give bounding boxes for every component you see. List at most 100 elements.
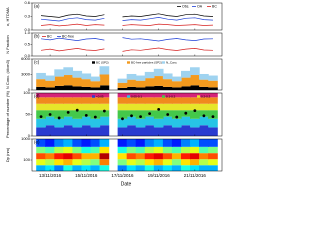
heatmap-cell (54, 159, 64, 166)
stack-segment (54, 93, 64, 98)
heatmap-cell (180, 165, 191, 171)
stack-segment (117, 127, 128, 136)
stack-segment (72, 127, 83, 136)
stack-segment (135, 80, 146, 88)
heatmap-cell (208, 139, 218, 147)
stack-segment (199, 97, 209, 104)
stack-segment (45, 97, 55, 104)
heatmap-cell (180, 146, 191, 154)
stack-segment (45, 116, 55, 126)
stack-segment (135, 103, 146, 111)
stack-segment (45, 75, 55, 81)
heatmap-cell (190, 159, 200, 166)
data-dot (148, 112, 152, 116)
heatmap-cell (171, 159, 182, 166)
stack-segment (135, 75, 146, 81)
stack-segment (153, 127, 164, 136)
stack-segment (81, 116, 92, 126)
stack-segment (81, 97, 92, 104)
stack-segment (199, 73, 209, 80)
stack-segment (81, 93, 92, 98)
data-dot (211, 115, 215, 119)
plot-frame (31, 138, 223, 172)
stack-segment (36, 72, 46, 80)
heatmap-cell (126, 165, 137, 171)
stack-segment (208, 110, 218, 119)
stack-segment (99, 74, 110, 86)
legend-label: BC-free (62, 34, 74, 38)
stack-segment (126, 86, 137, 90)
stack-segment (180, 77, 191, 87)
stack-segment (99, 103, 110, 111)
data-dot (48, 113, 52, 116)
legend-swatch (127, 61, 130, 64)
stack-segment (63, 93, 74, 98)
heatmap-cell (63, 165, 74, 171)
heatmap-cell (135, 159, 146, 166)
series-line (40, 17, 214, 22)
stack-segment (117, 118, 128, 128)
stack-segment (117, 93, 128, 98)
heatmap-cell (117, 139, 128, 147)
panel-label: (b) (34, 34, 40, 39)
stack-segment (54, 69, 64, 77)
heatmap-cell (153, 153, 164, 160)
heatmap-cell (153, 146, 164, 154)
heatmap-cell (171, 165, 182, 171)
stack-segment (208, 75, 218, 81)
heatmap-cell (153, 159, 164, 166)
heatmap-cell (54, 139, 64, 147)
stack-segment (81, 79, 92, 87)
stack-segment (90, 97, 101, 104)
legend-label: BC-free particles (SP2) (131, 60, 162, 64)
stack-segment (208, 87, 218, 90)
stack-segment (180, 97, 191, 104)
data-dot (193, 109, 197, 113)
y-tick-label: 50 (26, 112, 31, 117)
stack-segment (99, 110, 110, 117)
heatmap-cell (135, 139, 146, 147)
stack-segment (162, 116, 173, 126)
stack-segment (162, 93, 173, 98)
stack-segment (72, 86, 83, 90)
data-dot (130, 114, 133, 118)
heatmap-cell (117, 153, 128, 160)
heatmap-cell (162, 139, 173, 147)
stack-segment (171, 93, 182, 98)
stack-segment (81, 103, 92, 111)
stack-segment (171, 118, 182, 128)
heatmap-cell (72, 146, 83, 154)
stack-segment (190, 110, 200, 119)
figure: Date 0.0 0.3 0.6 κ, HTDMA (a) Obs. OA BC 0.0 0.5 1… (5, 0, 223, 187)
stack-segment (72, 97, 83, 104)
heatmap-cell (117, 165, 128, 171)
stack-segment (135, 118, 146, 128)
stack-segment (144, 103, 155, 111)
y-axis-label: κ, HTDMA (5, 7, 10, 26)
y-tick-label: 3000 (21, 72, 31, 77)
stack-segment (190, 97, 200, 104)
data-dot (175, 115, 179, 119)
stack-segment (36, 118, 46, 128)
y-axis-label: N Fraction (5, 35, 10, 53)
heatmap-cell (162, 146, 173, 154)
heatmap-cell (117, 146, 128, 154)
heatmap-cell (144, 146, 155, 154)
y-tick-label: 6000 (21, 56, 31, 61)
stack-segment (171, 103, 182, 111)
legend-label: Obs. (182, 4, 189, 8)
data-dot (75, 108, 79, 112)
stack-segment (162, 125, 173, 136)
stack-segment (171, 87, 182, 90)
heatmap-cell (99, 139, 110, 147)
heatmap-cell (63, 146, 74, 154)
stack-segment (99, 125, 110, 136)
heatmap-cell (90, 165, 101, 171)
stack-segment (72, 110, 83, 119)
stack-segment (171, 127, 182, 136)
stack-segment (54, 103, 64, 111)
legend-label: BC (SP2) (96, 60, 109, 64)
heatmap-cell (54, 146, 64, 154)
stack-segment (126, 79, 137, 87)
data-dot (39, 115, 43, 119)
